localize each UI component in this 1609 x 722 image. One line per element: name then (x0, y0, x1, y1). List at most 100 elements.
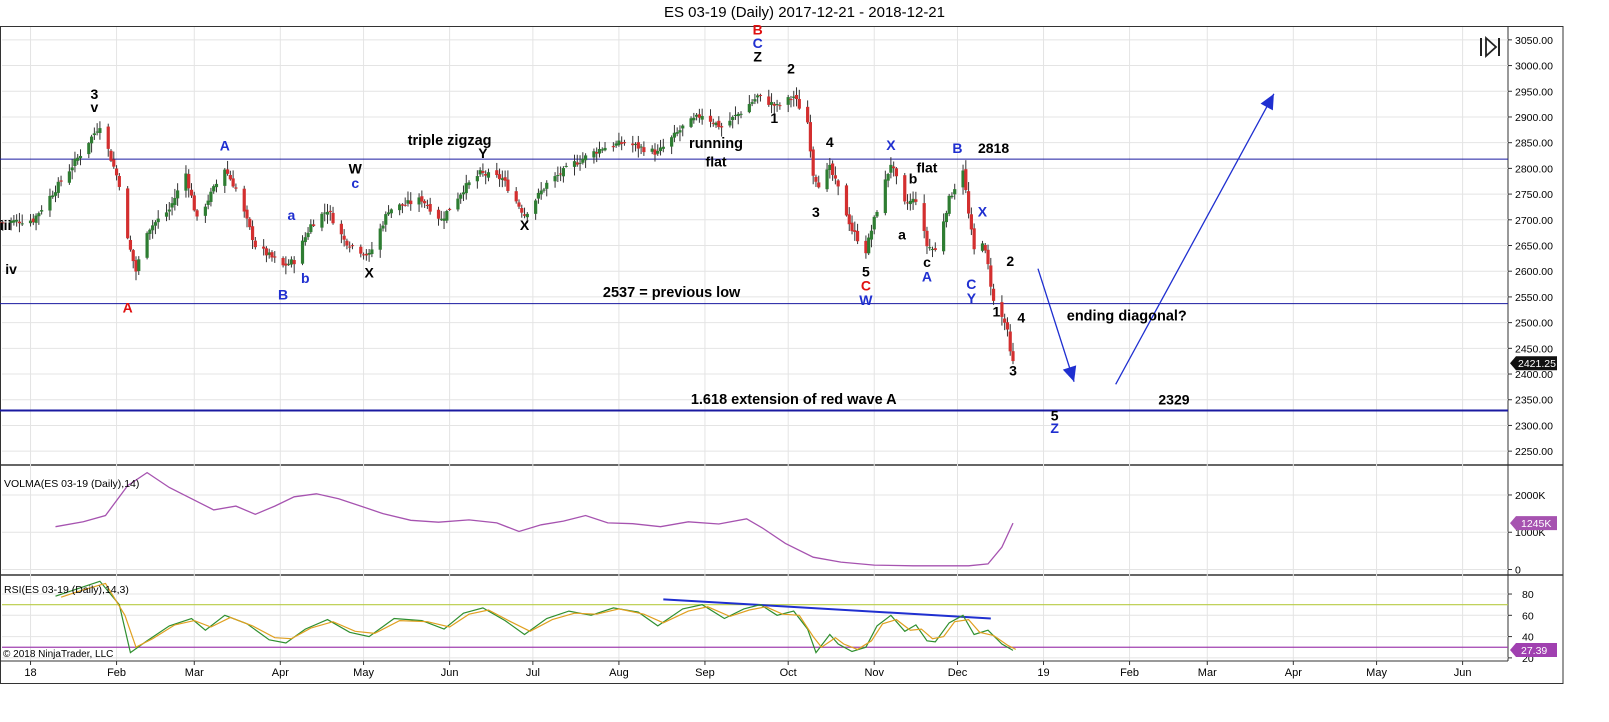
candle-body (486, 172, 491, 178)
candle-body (753, 99, 757, 102)
candle-body (733, 114, 738, 117)
candle-body (636, 142, 640, 149)
candle-body (214, 183, 219, 188)
candle-body (148, 229, 152, 234)
wave-annotation: flat (916, 159, 937, 175)
candle-body (903, 175, 907, 202)
candle-body (153, 222, 158, 226)
candle-body (539, 190, 543, 195)
y-tick-label: 2000K (1515, 490, 1545, 502)
y-tick-label: 2300.00 (1515, 420, 1553, 432)
y-tick-label: 2450.00 (1515, 343, 1553, 355)
candle-body (242, 188, 246, 212)
candle-body (853, 230, 857, 232)
x-tick-label: Feb (107, 667, 126, 679)
last-price-tag (1510, 356, 1557, 371)
y-tick-label: 2350.00 (1515, 395, 1553, 407)
candle-body (559, 173, 563, 175)
candle-body (500, 178, 504, 180)
x-tick-label: May (1366, 667, 1387, 679)
candle-body (678, 130, 682, 133)
candle-body (797, 98, 801, 109)
candle-body (248, 218, 252, 228)
candle-body (536, 192, 541, 199)
candle-body (92, 133, 96, 136)
candle-body (847, 214, 851, 225)
candle-body (151, 225, 155, 231)
y-tick-label: 0 (1515, 565, 1521, 577)
candle-body (448, 208, 452, 210)
candle-body (409, 200, 413, 205)
wave-annotation: C (753, 35, 763, 51)
candle-body (445, 210, 449, 221)
candle-body (692, 117, 696, 121)
candle-body (364, 253, 368, 256)
candle-body (15, 219, 19, 222)
candle-body (792, 96, 796, 98)
candle-body (381, 225, 385, 229)
wave-annotation: A (220, 137, 230, 153)
candle-body (653, 149, 657, 155)
wave-annotation: 3 (90, 86, 98, 102)
y-tick-label: 2950.00 (1515, 86, 1553, 98)
candle-body (886, 173, 890, 181)
candle-body (51, 195, 55, 198)
candle-body (89, 136, 94, 144)
candle-body (689, 118, 693, 127)
candle-body (456, 198, 460, 210)
candle-body (572, 161, 577, 167)
wave-annotation: 2 (787, 60, 795, 76)
candle-body (484, 173, 488, 176)
candle-body (964, 169, 968, 191)
candle-body (348, 246, 352, 248)
candle-body (855, 230, 860, 242)
x-tick-label: Apr (1285, 667, 1302, 679)
candle-body (603, 147, 607, 151)
candle-body (467, 182, 471, 186)
candle-body (831, 163, 835, 175)
wave-annotation: W (349, 161, 363, 177)
candle-body (969, 214, 973, 230)
candle-body (40, 210, 44, 212)
candle-body (991, 288, 996, 301)
candle-body (717, 120, 721, 128)
candle-body (359, 246, 363, 254)
volma-title: VOLMA(ES 03-19 (Daily),14) (4, 478, 139, 490)
y-tick-label: 3050.00 (1515, 35, 1553, 47)
candle-body (406, 200, 410, 204)
candle-body (670, 137, 674, 147)
candle-body (600, 149, 604, 151)
candle-body (76, 157, 80, 161)
candle-body (642, 147, 646, 153)
rsi-line (55, 580, 1014, 654)
candle-body (170, 203, 174, 208)
candle-body (883, 179, 887, 214)
collapse-panel-icon[interactable] (1480, 35, 1500, 59)
candle-body (930, 249, 935, 251)
wave-annotation: X (886, 137, 896, 153)
candle-body (817, 182, 821, 188)
candle-body (928, 247, 932, 249)
candle-body (367, 252, 371, 255)
candle-body (553, 176, 557, 182)
candle-body (225, 169, 230, 174)
wave-annotation: triple zigzag (408, 133, 492, 149)
x-tick-label: Jun (1454, 667, 1472, 679)
wave-annotation: Y (967, 290, 977, 306)
candle-body (400, 204, 405, 206)
candle-body (459, 194, 463, 199)
candle-body (617, 140, 621, 146)
wave-annotation: A (922, 268, 932, 284)
candle-body (731, 116, 735, 121)
candle-body (583, 155, 588, 161)
candle-body (739, 113, 743, 115)
rsi-last-label: 27.39 (1521, 645, 1547, 657)
candle-body (983, 244, 987, 251)
y-tick-label: 2750.00 (1515, 189, 1553, 201)
wave-annotation: b (909, 170, 918, 186)
toolbar-layer[interactable] (1480, 35, 1500, 59)
x-tick-label: Oct (780, 667, 797, 679)
candle-body (428, 203, 432, 212)
candle-body (167, 209, 171, 212)
